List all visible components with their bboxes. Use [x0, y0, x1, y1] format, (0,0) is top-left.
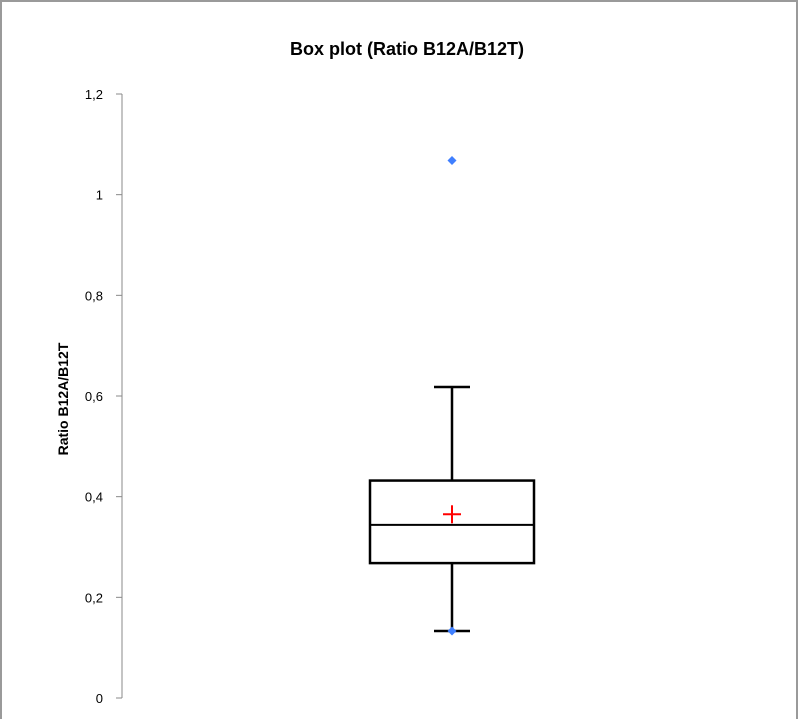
y-tick-label: 0,6: [85, 389, 103, 404]
outlier-points: [447, 155, 457, 636]
mean-marker: [443, 505, 461, 524]
box-group: [368, 385, 536, 633]
chart-title: Box plot (Ratio B12A/B12T): [290, 39, 524, 59]
y-tick-label: 0: [96, 691, 103, 706]
y-tick-label: 0,2: [85, 590, 103, 605]
y-axis-ticks: 0 0,2 0,4 0,6 0,8 1 1,2: [85, 87, 122, 706]
y-tick-label: 0,4: [85, 490, 103, 505]
extreme-point: [447, 155, 457, 165]
y-tick-label: 0,8: [85, 288, 103, 303]
y-tick-label: 1: [96, 188, 103, 203]
interquartile-box: [368, 479, 536, 565]
y-axis-label: Ratio B12A/B12T: [55, 342, 71, 455]
extreme-point: [447, 626, 457, 636]
y-tick-label: 1,2: [85, 87, 103, 102]
